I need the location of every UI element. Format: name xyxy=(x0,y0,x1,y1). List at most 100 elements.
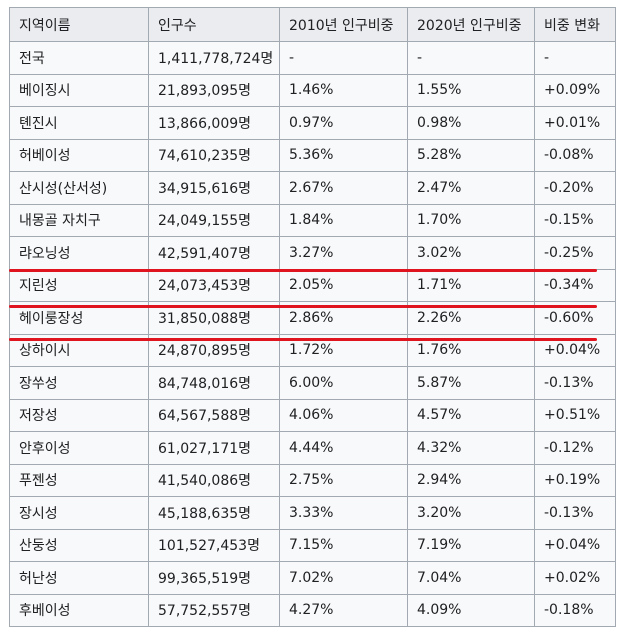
cell-share-2020: - xyxy=(407,41,535,75)
cell-share-2010: 1.46% xyxy=(279,73,408,107)
cell-share-change: -0.15% xyxy=(534,203,616,237)
cell-population: 64,567,588명 xyxy=(148,398,280,432)
table-row: 베이징시 21,893,095명 1.46% 1.55% +0.09% xyxy=(9,73,616,107)
cell-population: 13,866,009명 xyxy=(148,106,280,140)
cell-region: 내몽골 자치구 xyxy=(9,203,149,237)
cell-share-2020: 4.57% xyxy=(407,398,535,432)
cell-region: 푸젠성 xyxy=(9,463,149,497)
table-row: 안후이성 61,027,171명 4.44% 4.32% -0.12% xyxy=(9,431,616,465)
cell-population: 21,893,095명 xyxy=(148,73,280,107)
cell-population: 41,540,086명 xyxy=(148,463,280,497)
cell-share-2010: 4.27% xyxy=(279,593,408,627)
cell-share-2010: 5.36% xyxy=(279,138,408,172)
highlight-underline-heilongjiang xyxy=(9,338,597,341)
cell-share-change: +0.19% xyxy=(534,463,616,497)
cell-region: 허난성 xyxy=(9,561,149,595)
cell-share-change: -0.13% xyxy=(534,496,616,530)
cell-share-2020: 3.20% xyxy=(407,496,535,530)
cell-population: 45,188,635명 xyxy=(148,496,280,530)
cell-share-change: -0.08% xyxy=(534,138,616,172)
cell-share-2020: 1.71% xyxy=(407,268,535,302)
table-row: 후베이성 57,752,557명 4.27% 4.09% -0.18% xyxy=(9,593,616,627)
cell-share-2010: 1.84% xyxy=(279,203,408,237)
table-row: 장시성 45,188,635명 3.33% 3.20% -0.13% xyxy=(9,496,616,530)
cell-region: 톈진시 xyxy=(9,106,149,140)
cell-population: 101,527,453명 xyxy=(148,528,280,562)
cell-population: 34,915,616명 xyxy=(148,171,280,205)
cell-share-change: - xyxy=(534,41,616,75)
table-row: 랴오닝성 42,591,407명 3.27% 3.02% -0.25% xyxy=(9,236,616,270)
cell-share-2020: 4.32% xyxy=(407,431,535,465)
cell-population: 74,610,235명 xyxy=(148,138,280,172)
cell-population: 61,027,171명 xyxy=(148,431,280,465)
header-row: 지역이름 인구수 2010년 인구비중 2020년 인구비중 비중 변화 xyxy=(9,7,616,42)
cell-population: 1,411,778,724명 xyxy=(148,41,280,75)
cell-share-change: +0.02% xyxy=(534,561,616,595)
cell-share-2020: 0.98% xyxy=(407,106,535,140)
table-row: 장쑤성 84,748,016명 6.00% 5.87% -0.13% xyxy=(9,366,616,400)
cell-region: 산둥성 xyxy=(9,528,149,562)
cell-share-change: +0.04% xyxy=(534,333,616,367)
cell-share-2020: 7.04% xyxy=(407,561,535,595)
cell-region: 전국 xyxy=(9,41,149,75)
cell-population: 42,591,407명 xyxy=(148,236,280,270)
cell-region: 장시성 xyxy=(9,496,149,530)
cell-region: 저장성 xyxy=(9,398,149,432)
cell-share-2010: 2.05% xyxy=(279,268,408,302)
table-row: 전국 1,411,778,724명 - - - xyxy=(9,41,616,75)
cell-share-change: -0.13% xyxy=(534,366,616,400)
table-body: 전국 1,411,778,724명 - - - 베이징시 21,893,095명 1.46% 1… xyxy=(9,41,616,627)
cell-population: 99,365,519명 xyxy=(148,561,280,595)
cell-share-change: +0.09% xyxy=(534,73,616,107)
highlight-underline-liaoning xyxy=(9,269,597,272)
table-row: 허베이성 74,610,235명 5.36% 5.28% -0.08% xyxy=(9,138,616,172)
cell-region: 랴오닝성 xyxy=(9,236,149,270)
cell-share-change: -0.12% xyxy=(534,431,616,465)
cell-region: 베이징시 xyxy=(9,73,149,107)
cell-population: 57,752,557명 xyxy=(148,593,280,627)
header-share-2010[interactable]: 2010년 인구비중 xyxy=(279,7,408,42)
table-row: 산둥성 101,527,453명 7.15% 7.19% +0.04% xyxy=(9,528,616,562)
cell-share-change: +0.01% xyxy=(534,106,616,140)
highlight-underline-jilin xyxy=(9,305,597,308)
cell-share-2020: 4.09% xyxy=(407,593,535,627)
table-row: 푸젠성 41,540,086명 2.75% 2.94% +0.19% xyxy=(9,463,616,497)
table-row: 허난성 99,365,519명 7.02% 7.04% +0.02% xyxy=(9,561,616,595)
cell-share-2020: 2.94% xyxy=(407,463,535,497)
cell-share-2020: 1.55% xyxy=(407,73,535,107)
table-row: 저장성 64,567,588명 4.06% 4.57% +0.51% xyxy=(9,398,616,432)
cell-share-change: +0.04% xyxy=(534,528,616,562)
cell-population: 24,049,155명 xyxy=(148,203,280,237)
cell-share-change: +0.51% xyxy=(534,398,616,432)
cell-region: 허베이성 xyxy=(9,138,149,172)
cell-region: 후베이성 xyxy=(9,593,149,627)
cell-region: 장쑤성 xyxy=(9,366,149,400)
cell-share-2010: 2.75% xyxy=(279,463,408,497)
table-row: 산시성(산서성) 34,915,616명 2.67% 2.47% -0.20% xyxy=(9,171,616,205)
table-row: 톈진시 13,866,009명 0.97% 0.98% +0.01% xyxy=(9,106,616,140)
header-share-2020[interactable]: 2020년 인구비중 xyxy=(407,7,535,42)
cell-share-2010: 0.97% xyxy=(279,106,408,140)
header-share-change[interactable]: 비중 변화 xyxy=(534,7,616,42)
cell-region: 산시성(산서성) xyxy=(9,171,149,205)
cell-share-change: -0.18% xyxy=(534,593,616,627)
cell-share-2010: 2.67% xyxy=(279,171,408,205)
cell-share-2010: 4.44% xyxy=(279,431,408,465)
cell-share-change: -0.20% xyxy=(534,171,616,205)
cell-share-2010: 7.15% xyxy=(279,528,408,562)
cell-share-2010: 7.02% xyxy=(279,561,408,595)
table-row: 내몽골 자치구 24,049,155명 1.84% 1.70% -0.15% xyxy=(9,203,616,237)
cell-share-2020: 5.87% xyxy=(407,366,535,400)
cell-share-change: -0.25% xyxy=(534,236,616,270)
cell-share-2010: 6.00% xyxy=(279,366,408,400)
cell-region: 안후이성 xyxy=(9,431,149,465)
header-region[interactable]: 지역이름 xyxy=(9,7,149,42)
cell-region: 지린성 xyxy=(9,268,149,302)
cell-share-2020: 2.47% xyxy=(407,171,535,205)
cell-share-2020: 3.02% xyxy=(407,236,535,270)
cell-share-2020: 5.28% xyxy=(407,138,535,172)
header-population[interactable]: 인구수 xyxy=(148,7,280,42)
cell-share-2010: 3.27% xyxy=(279,236,408,270)
cell-population: 84,748,016명 xyxy=(148,366,280,400)
cell-share-2010: 4.06% xyxy=(279,398,408,432)
